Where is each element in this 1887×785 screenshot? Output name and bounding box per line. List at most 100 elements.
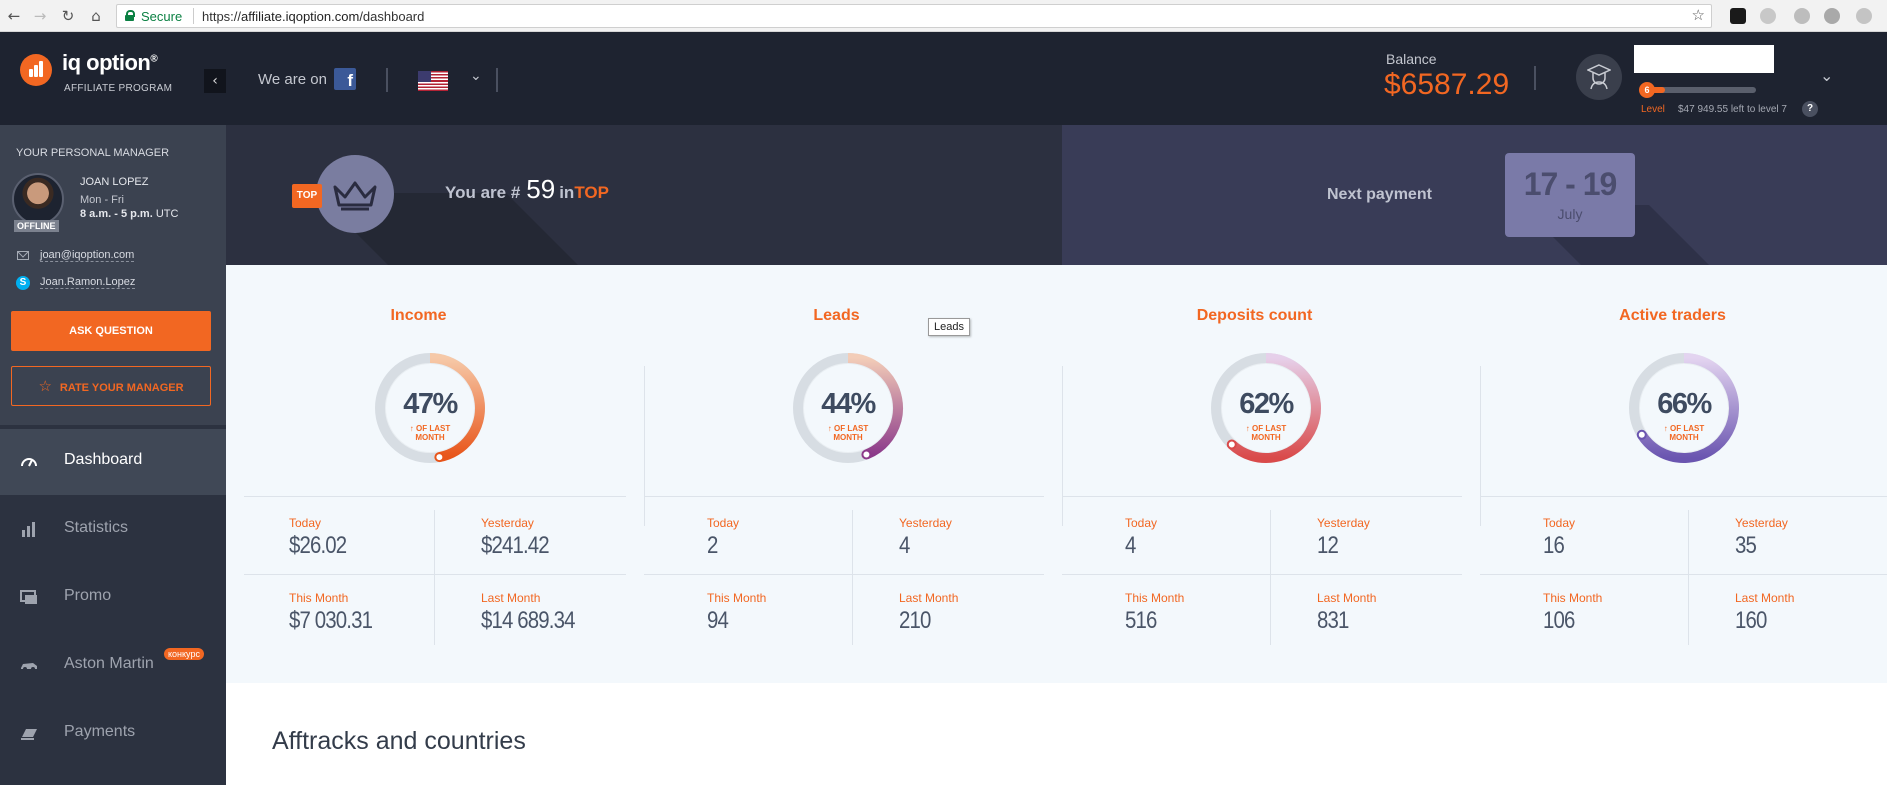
sidebar-item-dashboard[interactable]: Dashboard	[0, 429, 226, 495]
last-month-label: Last Month	[1317, 591, 1377, 605]
next-payment-label: Next payment	[1327, 186, 1432, 203]
mail-icon	[17, 251, 29, 260]
top-badge: TOP	[292, 184, 322, 208]
facebook-icon[interactable]: f	[334, 68, 356, 90]
help-icon[interactable]: ?	[1802, 101, 1818, 117]
rank-text: You are # 59 inTOP	[445, 174, 609, 205]
last-month-value: $14 689.34	[481, 607, 575, 634]
donut-center	[1640, 364, 1728, 452]
url-host: affiliate.iqoption.com	[241, 9, 360, 24]
row-divider	[1480, 496, 1887, 497]
personal-manager-panel: YOUR PERSONAL MANAGER OFFLINE JOAN LOPEZ…	[0, 125, 226, 425]
bookmark-star-icon[interactable]: ☆	[1691, 6, 1705, 24]
donut-knob	[1636, 429, 1647, 440]
sidebar-item-promo[interactable]: Promo	[0, 565, 226, 631]
logo-text[interactable]: iq option®	[62, 50, 158, 76]
us-flag-icon[interactable]	[418, 71, 448, 91]
iq-option-logo-icon[interactable]	[20, 54, 52, 86]
this-month-value: 516	[1125, 607, 1157, 634]
payment-date-range: 17 - 19	[1523, 166, 1618, 202]
rank-top-label: TOP	[574, 183, 609, 202]
manager-skype-link[interactable]: Joan.Ramon.Lopez	[40, 276, 136, 289]
rank-prefix: You are #	[445, 183, 521, 202]
balance-label: Balance	[1386, 51, 1437, 67]
lock-icon	[125, 10, 135, 21]
yesterday-value: 12	[1317, 532, 1339, 559]
yesterday-value: 4	[899, 532, 910, 559]
logo-wordmark: iq option	[62, 50, 151, 75]
yesterday-label: Yesterday	[1317, 516, 1370, 530]
logo-subtitle: AFFILIATE PROGRAM	[64, 83, 173, 94]
sidebar-item-statistics[interactable]: Statistics	[0, 497, 226, 563]
donut-progress-arc	[847, 353, 903, 460]
column-divider	[1270, 510, 1271, 645]
star-icon: ☆	[38, 377, 52, 395]
donut-center	[804, 364, 892, 452]
today-label: Today	[707, 516, 740, 530]
stat-title: Leads	[813, 307, 860, 324]
card-divider	[644, 366, 645, 526]
donut-note-line2: MONTH	[1669, 433, 1699, 442]
bar-chart-icon	[22, 522, 35, 537]
sidebar-item-label: Promo	[64, 587, 112, 604]
sidebar-item-payments[interactable]: Payments	[0, 701, 226, 767]
donut-note: ↑ OF LAST MONTH	[1209, 424, 1323, 442]
chevron-down-icon[interactable]: ⌄	[470, 68, 482, 84]
ask-question-button[interactable]: ASK QUESTION	[11, 311, 211, 351]
donut-chart: 62% ↑ OF LAST MONTH	[1209, 351, 1323, 465]
user-name-redacted	[1634, 45, 1774, 73]
reload-icon[interactable]: ↻	[61, 7, 75, 25]
stat-title: Deposits count	[1196, 307, 1313, 324]
donut-svg	[1629, 353, 1739, 463]
header-divider	[1534, 66, 1536, 90]
sidebar-item-label: Payments	[64, 723, 136, 740]
user-avatar[interactable]	[1576, 54, 1622, 100]
donut-note-line2: MONTH	[415, 433, 445, 442]
rank-number: 59	[526, 174, 556, 204]
manager-email-link[interactable]: joan@iqoption.com	[40, 249, 135, 262]
last-month-label: Last Month	[899, 591, 959, 605]
donut-note-line2: MONTH	[833, 433, 863, 442]
status-badge: OFFLINE	[14, 220, 59, 232]
level-progress-bar	[1642, 87, 1756, 93]
stat-title: Active traders	[1619, 307, 1726, 324]
url-scheme: https://	[202, 9, 242, 24]
donut-center	[386, 364, 474, 452]
row-divider	[644, 574, 1044, 575]
yesterday-label: Yesterday	[481, 516, 534, 530]
address-bar[interactable]: Secure https://affiliate.iqoption.com/da…	[116, 4, 1712, 28]
sidebar-collapse-button[interactable]: ‹	[204, 69, 226, 93]
stat-card-deposits-count: Deposits count 62% ↑ OF LAST MONTH Today …	[1062, 265, 1462, 683]
car-icon	[21, 663, 37, 671]
donut-note: ↑ OF LAST MONTH	[791, 424, 905, 442]
forward-icon[interactable]: →	[33, 7, 47, 25]
today-value: 16	[1543, 532, 1565, 559]
yesterday-value: $241.42	[481, 532, 550, 559]
last-month-label: Last Month	[1735, 591, 1795, 605]
home-icon[interactable]: ⌂	[91, 7, 101, 25]
top-header: iq option® AFFILIATE PROGRAM ‹ We are on…	[0, 32, 1887, 125]
donut-knob	[434, 452, 445, 463]
donut-progress-arc	[1637, 353, 1739, 463]
back-icon[interactable]: ←	[7, 7, 21, 25]
sidebar-item-aston-martin[interactable]: Aston Martin конкурс	[0, 633, 226, 699]
social-label: We are on	[258, 71, 327, 88]
extension-icon[interactable]	[1730, 8, 1746, 24]
row-divider	[644, 496, 1044, 497]
row-divider	[244, 574, 626, 575]
donut-svg	[1211, 353, 1321, 463]
manager-hours: 8 a.m. - 5 p.m. UTC	[80, 208, 178, 220]
stats-panel: Income 47% ↑ OF LAST MONTH Today $26.02 Y…	[226, 265, 1887, 683]
donut-svg	[793, 353, 903, 463]
extension-icon[interactable]	[1856, 8, 1872, 24]
this-month-label: This Month	[1543, 591, 1603, 605]
sidebar-item-label: Dashboard	[64, 451, 143, 468]
extension-icon[interactable]	[1824, 8, 1840, 24]
url-text: https://affiliate.iqoption.com/dashboard	[202, 9, 424, 24]
rate-manager-button[interactable]: ☆ RATE YOUR MANAGER	[11, 366, 211, 406]
yesterday-label: Yesterday	[1735, 516, 1788, 530]
yesterday-value: 35	[1735, 532, 1757, 559]
user-menu-chevron-icon[interactable]: ⌄	[1820, 66, 1834, 85]
extension-icon[interactable]	[1760, 8, 1776, 24]
extension-icon[interactable]	[1794, 8, 1810, 24]
